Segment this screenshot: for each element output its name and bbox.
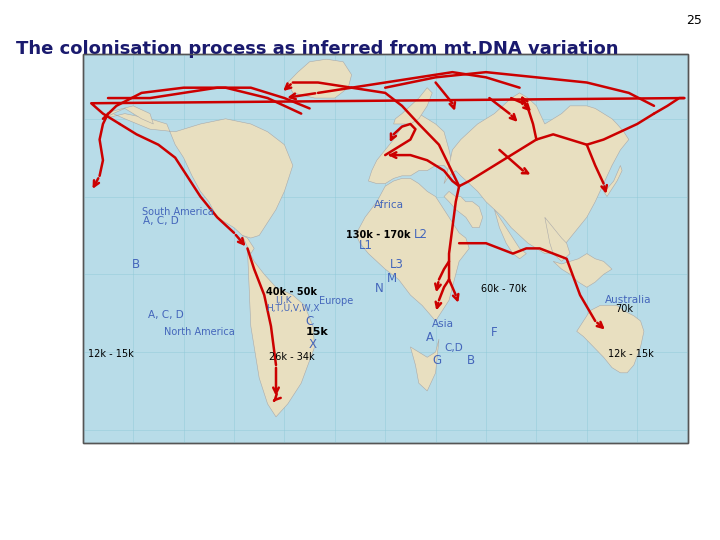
Polygon shape xyxy=(288,59,351,98)
Polygon shape xyxy=(495,210,526,259)
Polygon shape xyxy=(444,191,482,228)
Polygon shape xyxy=(410,339,439,391)
Text: A, C, D: A, C, D xyxy=(148,310,184,320)
Polygon shape xyxy=(603,165,622,197)
Text: The colonisation process as inferred from mt.DNA variation: The colonisation process as inferred fro… xyxy=(16,40,618,58)
Polygon shape xyxy=(248,248,315,417)
Text: Australia: Australia xyxy=(605,295,652,305)
Polygon shape xyxy=(103,113,293,238)
Text: F: F xyxy=(491,326,498,339)
Text: 15k: 15k xyxy=(305,327,328,336)
Text: L1: L1 xyxy=(359,239,372,252)
Bar xyxy=(83,54,688,443)
Text: 40k - 50k: 40k - 50k xyxy=(266,287,318,296)
Text: G: G xyxy=(433,354,442,367)
Polygon shape xyxy=(355,178,469,321)
Text: L3: L3 xyxy=(390,258,403,271)
Polygon shape xyxy=(577,306,644,373)
Text: A: A xyxy=(426,331,434,344)
Bar xyxy=(83,54,688,443)
Text: 70k: 70k xyxy=(616,304,634,314)
Text: 12k - 15k: 12k - 15k xyxy=(608,349,654,359)
Text: Africa: Africa xyxy=(374,200,405,210)
Text: C: C xyxy=(305,315,313,328)
Text: X: X xyxy=(308,338,316,351)
Text: Asia: Asia xyxy=(432,319,454,329)
Polygon shape xyxy=(444,93,629,254)
Text: South America: South America xyxy=(142,207,214,217)
Text: 60k - 70k: 60k - 70k xyxy=(481,284,526,294)
Text: 130k - 170k: 130k - 170k xyxy=(346,230,411,240)
Text: 26k - 34k: 26k - 34k xyxy=(269,353,315,362)
Text: I,J,K: I,J,K xyxy=(275,296,292,305)
Text: A, C, D: A, C, D xyxy=(143,217,179,226)
Text: B: B xyxy=(132,258,140,271)
Polygon shape xyxy=(553,254,612,287)
Polygon shape xyxy=(369,113,452,184)
Text: M: M xyxy=(387,272,397,285)
Text: North America: North America xyxy=(164,327,235,337)
Text: Europe: Europe xyxy=(319,296,354,306)
Text: B: B xyxy=(467,354,474,367)
Text: C,D: C,D xyxy=(444,343,463,353)
Polygon shape xyxy=(545,217,570,261)
Text: H,T,U,V,W,X: H,T,U,V,W,X xyxy=(266,305,320,313)
Text: N: N xyxy=(374,282,383,295)
Polygon shape xyxy=(243,235,254,254)
Text: L2: L2 xyxy=(414,228,428,241)
Polygon shape xyxy=(103,106,153,124)
Text: 25: 25 xyxy=(686,14,702,26)
Polygon shape xyxy=(394,87,432,124)
Text: 12k - 15k: 12k - 15k xyxy=(88,349,134,359)
